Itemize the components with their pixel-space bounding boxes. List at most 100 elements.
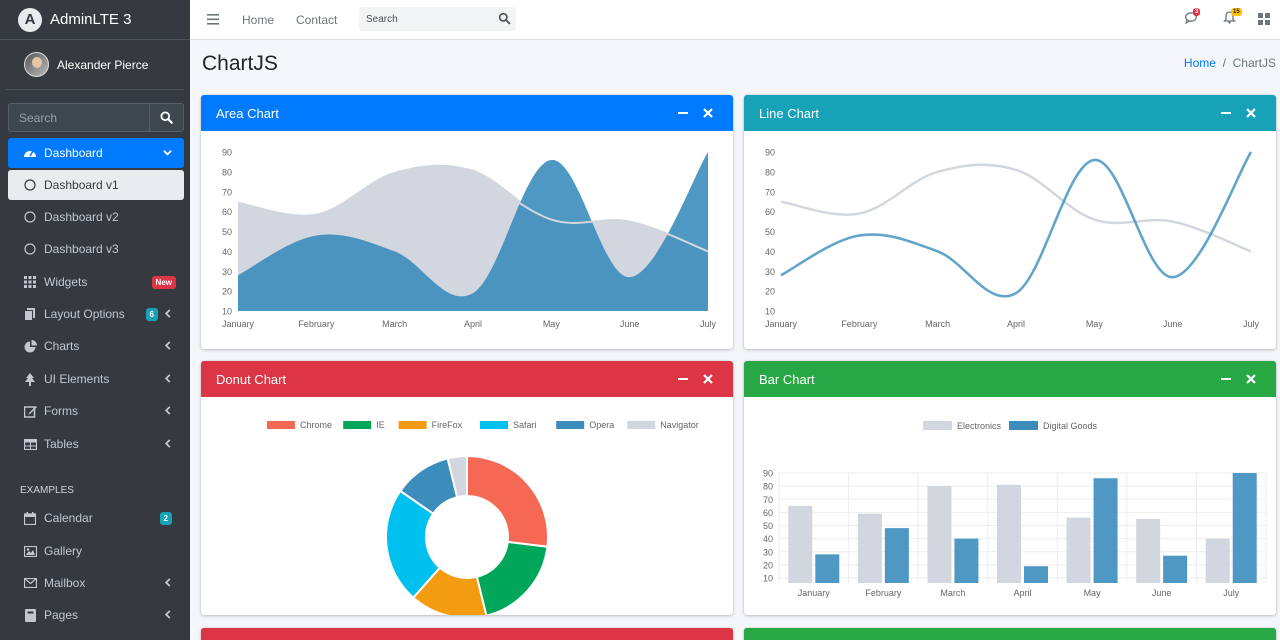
collapse-button[interactable] [673,374,693,384]
search-icon[interactable] [498,12,511,28]
messages-count-badge: 3 [1193,8,1201,16]
sidebar-item-forms[interactable]: Forms [8,396,184,426]
sidebar-item-widgets[interactable]: Widgets New [8,267,184,297]
nav-link-contact[interactable]: Contact [296,13,338,27]
sidebar-item-mailbox[interactable]: Mailbox [8,568,184,598]
y-tick-label: 60 [765,207,775,217]
collapse-button[interactable] [1216,108,1236,118]
chevron-left-icon [164,339,172,353]
user-name[interactable]: Alexander Pierce [57,57,149,72]
x-tick-label: May [1084,588,1102,598]
search-icon [160,111,173,124]
breadcrumb: Home / ChartJS [1184,56,1276,70]
remove-button[interactable] [698,374,718,384]
chevron-down-icon [163,146,172,160]
line-series-electronics [780,163,1252,253]
notifications-count-badge: 15 [1231,8,1242,16]
sidebar-item-charts[interactable]: Charts [8,331,184,361]
breadcrumb-home-link[interactable]: Home [1183,56,1216,70]
sidebar-item-dashboard-v2[interactable]: Dashboard v2 [8,202,184,232]
remove-button[interactable] [1241,108,1261,118]
sidebar-item-label: Gallery [44,544,83,558]
th-icon [22,276,38,288]
y-tick-label: 30 [765,267,775,277]
x-tick-label: June [620,319,640,329]
chevron-left-icon [164,372,172,386]
times-icon [703,374,713,384]
bar-chart: Electronics Digital Goods 10 20 30 40 50 60 70 80… [763,421,1267,598]
y-tick-label: 10 [763,574,773,584]
x-tick-label: February [865,588,902,598]
card-title: Line Chart [759,105,819,121]
sidebar-item-calendar[interactable]: Calendar 2 [8,503,184,533]
x-tick-label: June [1163,319,1183,329]
sidebar-item-label: Dashboard v2 [44,210,119,224]
th-large-icon[interactable] [1258,13,1270,28]
navbar-search-placeholder: Search [366,13,398,25]
minus-icon [678,112,688,114]
minus-icon [678,378,688,380]
copy-icon [22,307,38,321]
nav-link-home[interactable]: Home [242,13,275,27]
envelope-icon [22,578,38,588]
y-tick-label: 40 [222,247,232,257]
donut-slice-chrome [466,454,549,548]
image-icon [22,545,38,557]
line-series-digital-goods [780,151,1253,298]
collapse-button[interactable] [1216,374,1236,384]
x-tick-label: January [798,588,831,598]
sidebar-search-input[interactable]: Search [8,103,149,132]
x-tick-label: April [1013,588,1031,598]
legend-label: IE [376,420,385,430]
notifications-dropdown[interactable]: 15 [1222,8,1242,27]
breadcrumb-current: ChartJS [1232,56,1276,70]
hamburger-menu-icon[interactable] [207,13,219,28]
sidebar-search: Search [8,103,184,132]
sidebar-item-layout-options[interactable]: Layout Options 6 [8,299,184,329]
sidebar-item-dashboard-v3[interactable]: Dashboard v3 [8,234,184,264]
card-title: Donut Chart [216,371,287,387]
y-tick-label: 30 [763,547,773,557]
y-tick-label: 50 [222,227,232,237]
navbar-search-input[interactable]: Search [359,7,516,31]
sidebar-item-dashboard-v1[interactable]: Dashboard v1 [8,170,184,200]
legend-label: Navigator [660,420,699,430]
chevron-left-icon [164,437,172,451]
x-tick-label: January [765,319,798,329]
legend-swatch [1009,421,1038,430]
card-header: Donut Chart [201,361,733,397]
bar-digital-goods [1163,555,1188,583]
x-tick-label: March [940,588,965,598]
x-tick-label: June [1152,588,1172,598]
donut-slice-navigator [446,454,468,499]
bar-electronics [1066,517,1091,583]
times-icon [1246,108,1256,118]
sidebar-item-gallery[interactable]: Gallery [8,536,184,566]
times-icon [1246,374,1256,384]
remove-button[interactable] [1241,374,1261,384]
count-badge: 6 [145,307,158,321]
y-tick-label: 40 [763,534,773,544]
sidebar-item-pages[interactable]: Pages [8,600,184,630]
collapse-button[interactable] [673,108,693,118]
remove-button[interactable] [698,108,718,118]
calendar-icon [22,511,38,525]
donut-slice-ie [475,540,549,615]
legend-swatch [556,421,585,429]
sidebar-search-button[interactable] [149,103,184,132]
sidebar-item-dashboard[interactable]: Dashboard [8,138,184,168]
avatar[interactable] [24,52,49,77]
bar-electronics [997,484,1021,583]
messages-dropdown[interactable]: 3 [1184,8,1201,27]
area-series-electronics-line [472,169,709,253]
bar-digital-goods [1093,478,1118,583]
sidebar-item-tables[interactable]: Tables [8,429,184,459]
sidebar-item-ui-elements[interactable]: UI Elements [8,364,184,394]
x-tick-label: March [382,319,407,329]
brand-link[interactable]: A AdminLTE 3 [0,0,190,40]
user-panel: Alexander Pierce [6,40,184,90]
page-title: ChartJS [202,52,278,75]
sidebar-item-label: Mailbox [44,576,86,590]
legend-label: Electronics [957,421,1002,431]
comments-icon [1184,12,1197,25]
